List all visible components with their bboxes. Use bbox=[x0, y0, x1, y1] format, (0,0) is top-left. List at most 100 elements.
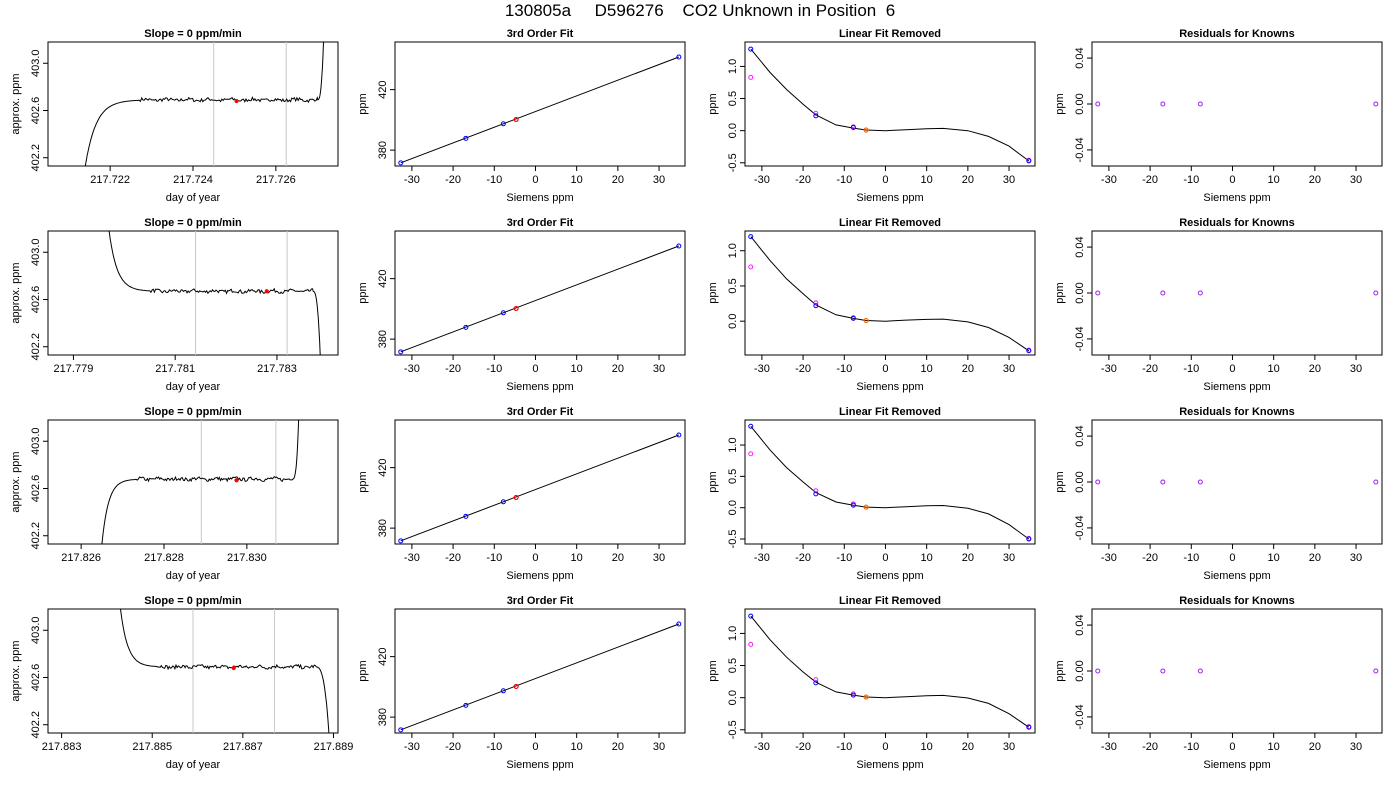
known-standard-point bbox=[398, 160, 404, 166]
x-tick-label: 10 bbox=[571, 552, 583, 564]
y-tick-label: 403.0 bbox=[30, 238, 42, 266]
known-standard-point bbox=[500, 499, 506, 505]
x-tick-label: -10 bbox=[486, 363, 502, 375]
x-tick-label: -10 bbox=[486, 552, 502, 564]
y-tick-label: 0.00 bbox=[1074, 93, 1086, 114]
raw-known-point bbox=[748, 74, 754, 80]
y-tick-label: 402.2 bbox=[30, 144, 42, 172]
plot-area bbox=[108, 231, 321, 355]
y-axis-label: ppm bbox=[707, 282, 719, 303]
raw-known-point bbox=[748, 264, 754, 270]
x-tick-label: 30 bbox=[1003, 741, 1015, 753]
known-standard-point bbox=[500, 121, 506, 127]
panel-title: Linear Fit Removed bbox=[839, 406, 941, 418]
known-standard-point bbox=[1026, 536, 1032, 542]
y-tick-label: 0.5 bbox=[727, 91, 739, 106]
y-axis-label: ppm bbox=[1054, 282, 1066, 303]
y-tick-label: -0.5 bbox=[727, 153, 739, 172]
panel-title: Residuals for Knowns bbox=[1179, 217, 1295, 229]
y-axis-label: ppm bbox=[357, 282, 369, 303]
panel-2-1: Slope = 0 ppm/min 217.779 217.781 217.783 40… bbox=[10, 217, 339, 393]
residual-point bbox=[1197, 101, 1203, 107]
x-tick-label: 217.885 bbox=[132, 741, 172, 753]
x-tick-label: -20 bbox=[1142, 174, 1158, 186]
panel-2-3: Linear Fit Removed -30 -20 -10 0 10 20 30 0.0 0.5… bbox=[707, 217, 1036, 393]
x-tick-label: -20 bbox=[795, 552, 811, 564]
panel-4-3: Linear Fit Removed -30 -20 -10 0 10 20 30 -0.5 0.… bbox=[707, 595, 1036, 771]
known-standard-point bbox=[500, 688, 506, 694]
x-tick-label: 30 bbox=[653, 741, 665, 753]
x-tick-label: -30 bbox=[404, 174, 420, 186]
x-tick-label: 20 bbox=[1309, 741, 1321, 753]
y-tick-label: 0.04 bbox=[1074, 47, 1086, 68]
y-tick-label: 420 bbox=[377, 269, 389, 287]
y-tick-label: 402.6 bbox=[30, 97, 42, 125]
x-tick-label: -10 bbox=[1183, 174, 1199, 186]
x-tick-label: -30 bbox=[404, 363, 420, 375]
raw-known-point bbox=[813, 110, 819, 116]
plot-frame bbox=[1091, 419, 1383, 545]
y-axis-label: ppm bbox=[1054, 93, 1066, 114]
panel-title: Linear Fit Removed bbox=[839, 28, 941, 40]
x-tick-label: -20 bbox=[1142, 363, 1158, 375]
y-tick-label: 420 bbox=[377, 458, 389, 476]
x-tick-label: -30 bbox=[404, 741, 420, 753]
known-standard-point bbox=[813, 491, 819, 497]
known-standard-point bbox=[850, 315, 856, 321]
x-tick-label: 30 bbox=[653, 363, 665, 375]
x-tick-label: 0 bbox=[1229, 174, 1235, 186]
x-axis-label: Siemens ppm bbox=[856, 570, 923, 582]
plot-area bbox=[1095, 101, 1379, 107]
y-tick-label: -0.04 bbox=[1074, 515, 1086, 540]
panel-title: Slope = 0 ppm/min bbox=[144, 406, 242, 418]
y-tick-label: 0.0 bbox=[727, 500, 739, 515]
y-tick-label: 0.00 bbox=[1074, 282, 1086, 303]
residual-point bbox=[1095, 479, 1101, 485]
residual-point bbox=[1160, 479, 1166, 485]
x-tick-label: 10 bbox=[571, 174, 583, 186]
x-tick-label: 217.883 bbox=[42, 741, 82, 753]
plot-frame bbox=[744, 608, 1036, 734]
plot-area bbox=[120, 609, 330, 733]
x-tick-label: -20 bbox=[445, 174, 461, 186]
y-axis-label: ppm bbox=[1054, 660, 1066, 681]
known-standard-point bbox=[1026, 348, 1032, 354]
panel-title: Residuals for Knowns bbox=[1179, 595, 1295, 607]
x-tick-label: 217.722 bbox=[90, 174, 130, 186]
x-axis-label: day of year bbox=[166, 192, 221, 204]
y-tick-label: 0.04 bbox=[1074, 236, 1086, 257]
y-tick-label: 1.0 bbox=[727, 626, 739, 641]
fit-line bbox=[400, 56, 679, 164]
x-axis-label: Siemens ppm bbox=[856, 192, 923, 204]
x-tick-label: 0 bbox=[1229, 741, 1235, 753]
y-tick-label: 1.0 bbox=[727, 59, 739, 74]
y-tick-label: 0.0 bbox=[727, 690, 739, 705]
x-axis-label: Siemens ppm bbox=[856, 381, 923, 393]
x-axis-label: Siemens ppm bbox=[856, 759, 923, 771]
plot-area bbox=[1095, 290, 1379, 296]
plot-frame bbox=[394, 608, 686, 734]
plot-area bbox=[398, 243, 682, 355]
x-tick-label: 30 bbox=[1350, 174, 1362, 186]
known-standard-point bbox=[676, 432, 682, 438]
x-tick-label: -20 bbox=[1142, 552, 1158, 564]
x-tick-label: -10 bbox=[1183, 741, 1199, 753]
y-tick-label: 0.0 bbox=[727, 314, 739, 329]
x-tick-label: 20 bbox=[962, 174, 974, 186]
plot-area bbox=[1095, 479, 1379, 485]
raw-known-point bbox=[813, 300, 819, 306]
unknown-sample-point bbox=[513, 494, 519, 501]
x-tick-label: -30 bbox=[754, 552, 770, 564]
y-axis-label: ppm bbox=[707, 660, 719, 681]
plot-area bbox=[1095, 668, 1379, 674]
panel-title: Slope = 0 ppm/min bbox=[144, 595, 242, 607]
x-tick-label: -20 bbox=[445, 552, 461, 564]
x-tick-label: -30 bbox=[754, 174, 770, 186]
panel-3-1: Slope = 0 ppm/min 217.826 217.828 217.830 40… bbox=[10, 406, 339, 582]
plot-frame bbox=[47, 419, 339, 545]
y-axis-label: ppm bbox=[357, 93, 369, 114]
panel-2-4: Residuals for Knowns -30 -20 -10 0 10 20 30 -0.0… bbox=[1054, 217, 1383, 393]
fit-line bbox=[400, 245, 679, 353]
panel-title: Residuals for Knowns bbox=[1179, 28, 1295, 40]
